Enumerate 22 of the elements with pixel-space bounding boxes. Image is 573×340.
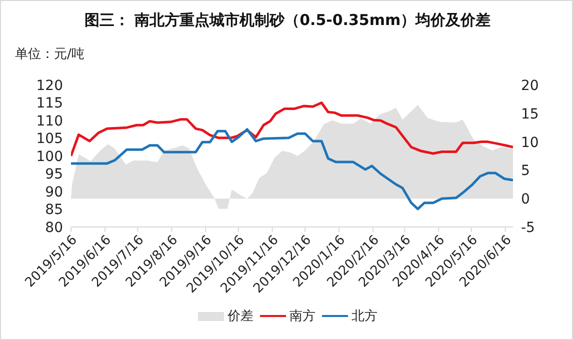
- legend-label: 价差: [228, 308, 254, 325]
- y2-tick-label: 5: [521, 163, 530, 180]
- chart-title: 图三： 南北方重点城市机制砂（0.5-0.35mm）均价及价差: [83, 11, 492, 30]
- y-tick-label: 120: [36, 78, 63, 94]
- y-tick-label: 115: [36, 96, 63, 112]
- y-tick-label: 85: [45, 202, 63, 218]
- y-axis-title: 单位：元/吨: [15, 46, 84, 63]
- line-series: [71, 128, 513, 210]
- y2-tick-label: 0: [521, 192, 530, 208]
- y2-tick-label: -5: [521, 220, 535, 236]
- y-tick-label: 110: [36, 113, 63, 130]
- legend-label: 北方: [352, 308, 378, 325]
- y2-tick-label: 20: [521, 78, 539, 94]
- y-tick-label: 80: [45, 220, 63, 236]
- y-tick-label: 90: [45, 184, 63, 200]
- y2-tick-label: 10: [521, 134, 539, 151]
- y2-tick-label: 15: [521, 106, 539, 122]
- y-tick-label: 100: [36, 148, 63, 165]
- legend-label: 南方: [290, 308, 316, 325]
- line-series: [71, 102, 513, 158]
- y-tick-label: 105: [36, 131, 63, 148]
- y-tick-label: 95: [45, 166, 63, 183]
